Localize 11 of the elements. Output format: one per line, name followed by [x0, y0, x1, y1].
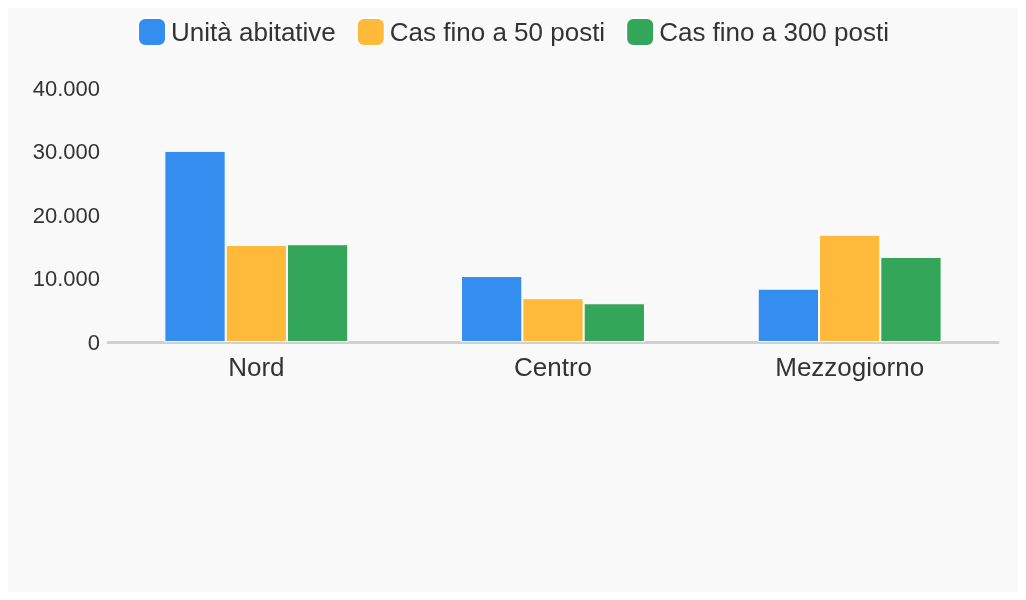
- y-tick-label: 20.000: [32, 202, 100, 228]
- y-tick-label: 40.000: [32, 75, 100, 101]
- x-tick-label: Centro: [513, 352, 593, 382]
- x-tick-label: Nord: [228, 352, 285, 382]
- y-tick-label: 10.000: [32, 266, 100, 291]
- y-tick-label: 30.000: [32, 139, 100, 164]
- y-tick-label: 0: [87, 329, 100, 355]
- legend-label: Cas fino a 300 posti: [659, 17, 889, 47]
- legend-label: Unità abitative: [171, 17, 336, 47]
- legend-label: Cas fino a 50 posti: [389, 17, 606, 47]
- x-tick-label: Mezzogiorno: [775, 352, 925, 382]
